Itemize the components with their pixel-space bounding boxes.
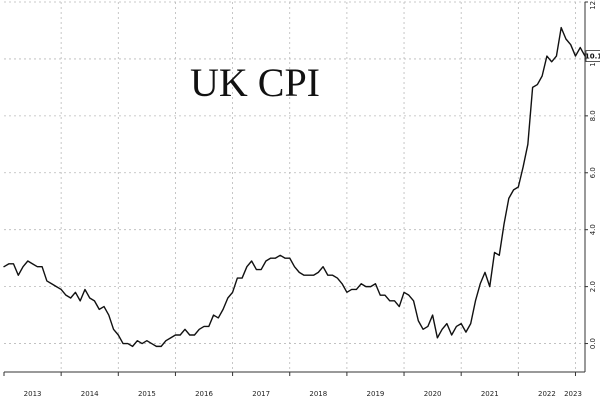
- series-layer: [3, 26, 586, 348]
- last-value-label: 10.1: [585, 53, 600, 61]
- x-tick-label: 2018: [309, 390, 327, 398]
- last-value-box: [585, 50, 600, 62]
- y-tick-label: 8.0: [589, 110, 597, 121]
- x-tick-label: 2020: [424, 390, 442, 398]
- axis-layer: 0.02.04.06.08.010.012.020132014201520162…: [3, 0, 597, 398]
- cpi-series-line: [3, 26, 586, 348]
- x-tick-label: 2013: [24, 390, 42, 398]
- x-tick-label: 2019: [367, 390, 385, 398]
- x-tick-label: 2022: [538, 390, 556, 398]
- y-tick-label: 2.0: [589, 281, 597, 292]
- y-tick-label: 4.0: [589, 224, 597, 235]
- x-tick-label: 2014: [81, 390, 99, 398]
- y-tick-label: 0.0: [589, 338, 597, 349]
- last-value-marker: 10.1: [585, 50, 600, 62]
- x-tick-label: 2016: [195, 390, 213, 398]
- y-tick-label: 6.0: [589, 167, 597, 178]
- x-tick-label: 2023: [564, 390, 582, 398]
- grid-layer: [4, 1, 585, 372]
- x-tick-label: 2017: [252, 390, 270, 398]
- y-tick-label: 12.0: [589, 0, 597, 10]
- chart-title: UK CPI: [190, 60, 320, 105]
- x-tick-label: 2015: [138, 390, 156, 398]
- x-tick-label: 2021: [481, 390, 499, 398]
